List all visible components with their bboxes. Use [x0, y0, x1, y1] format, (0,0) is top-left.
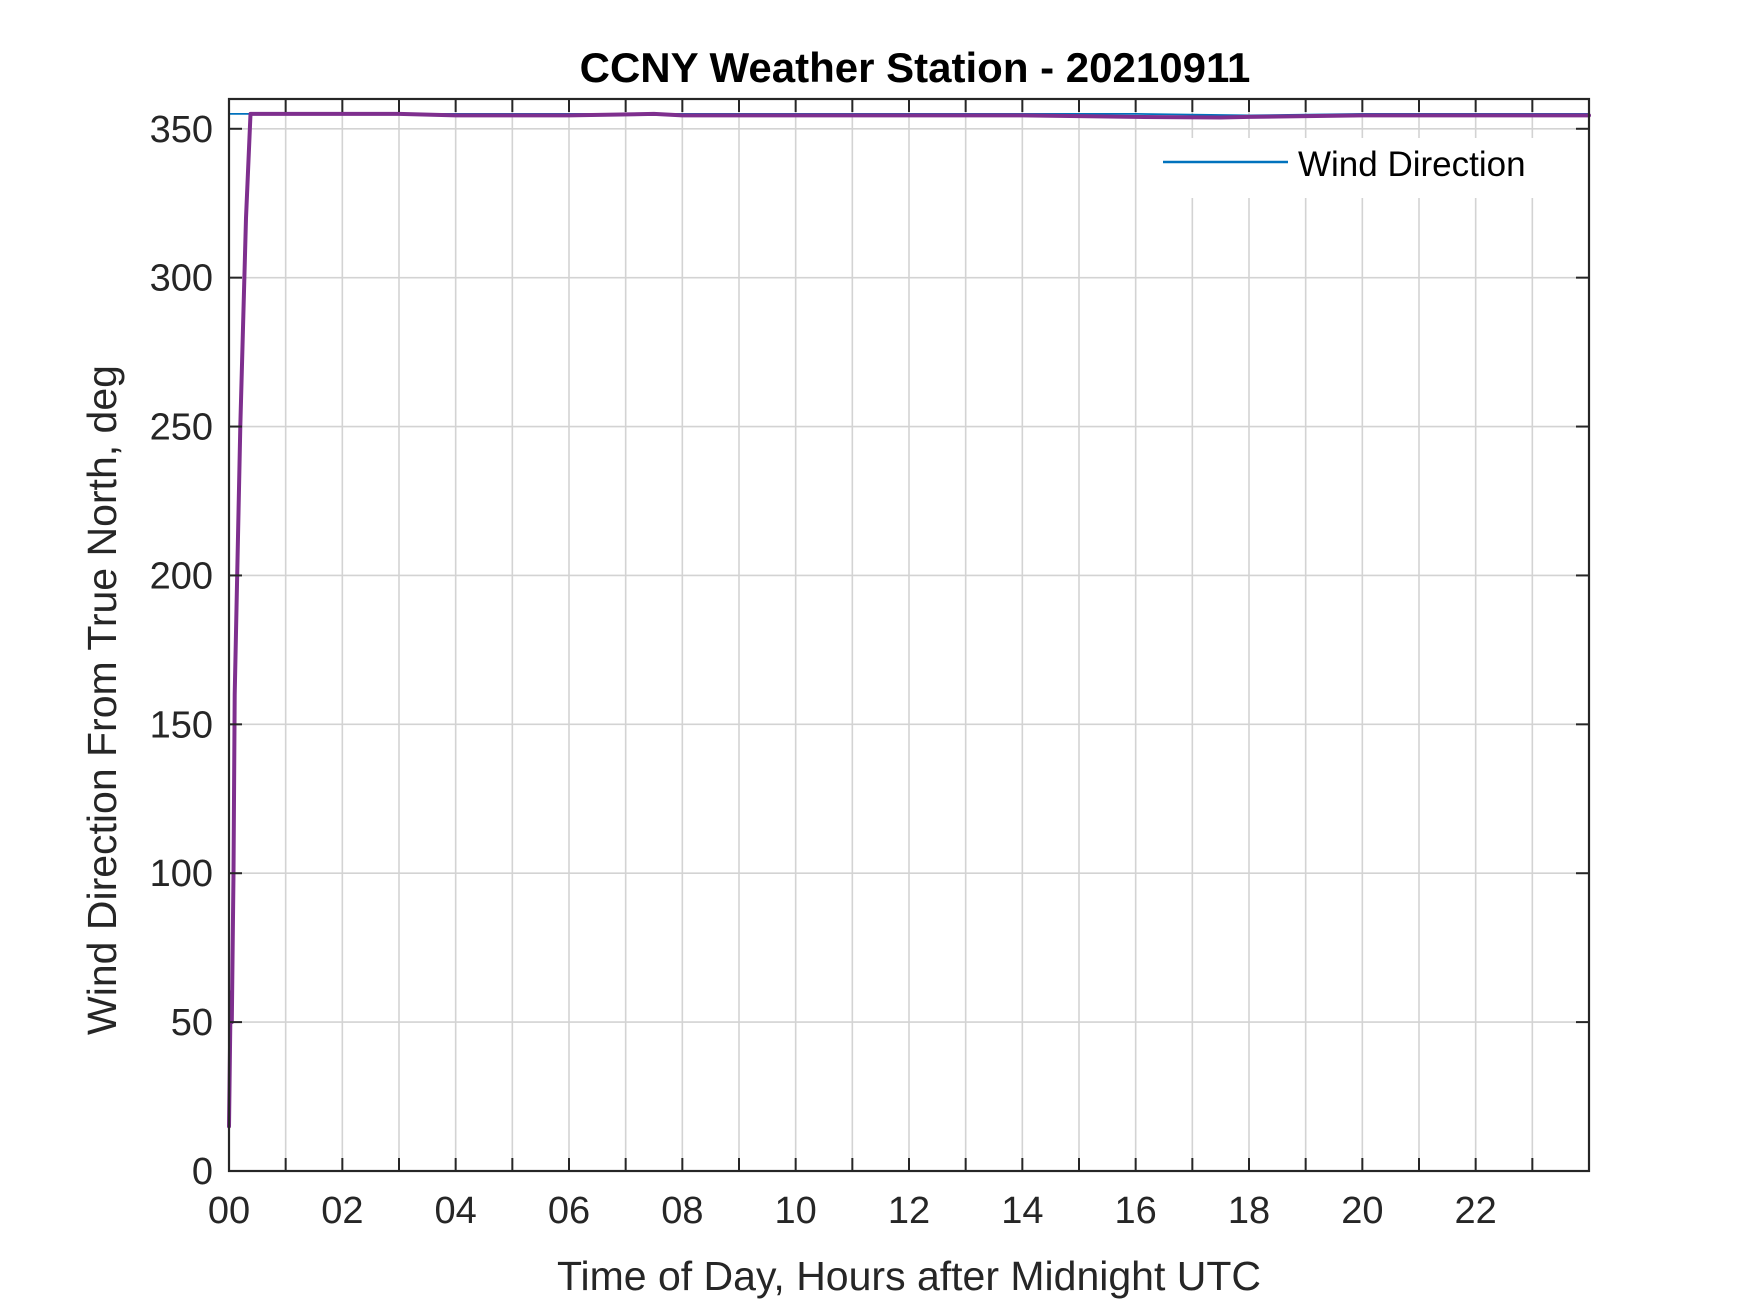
y-tick-label: 50: [171, 1002, 213, 1044]
x-tick-label: 00: [208, 1190, 250, 1232]
x-tick-label: 12: [888, 1190, 930, 1232]
x-tick-label: 18: [1228, 1190, 1270, 1232]
legend-box: [1150, 138, 1560, 198]
y-tick-label: 0: [192, 1151, 213, 1193]
y-axis-label: Wind Direction From True North, deg: [79, 365, 125, 1035]
x-tick-label: 20: [1341, 1190, 1383, 1232]
x-tick-label: 22: [1455, 1190, 1497, 1232]
grid-lines: [229, 99, 1589, 1171]
data-series: [227, 111, 1591, 1129]
series-line-2: [227, 111, 1591, 1129]
x-tick-labels: 00 02 04 06 08 10 12 14 16 18 20 22: [208, 1190, 1497, 1232]
legend: Wind Direction: [1150, 138, 1560, 198]
axis-ticks: [229, 99, 1589, 1172]
x-tick-label: 04: [435, 1190, 477, 1232]
legend-label: Wind Direction: [1298, 145, 1526, 184]
x-tick-label: 08: [661, 1190, 703, 1232]
y-tick-label: 150: [150, 704, 213, 746]
y-tick-label: 100: [150, 853, 213, 895]
y-tick-label: 300: [150, 258, 213, 300]
x-tick-label: 02: [321, 1190, 363, 1232]
y-tick-label: 350: [150, 109, 213, 151]
x-tick-label: 16: [1115, 1190, 1157, 1232]
y-tick-labels: 0 50 100 150 200 250 300 350: [150, 109, 213, 1193]
x-tick-label: 14: [1001, 1190, 1043, 1232]
y-tick-label: 250: [150, 407, 213, 449]
chart-title: CCNY Weather Station - 20210911: [580, 44, 1251, 91]
x-tick-label: 06: [548, 1190, 590, 1232]
x-tick-label: 10: [775, 1190, 817, 1232]
x-axis-label: Time of Day, Hours after Midnight UTC: [557, 1253, 1261, 1299]
y-tick-label: 200: [150, 555, 213, 597]
